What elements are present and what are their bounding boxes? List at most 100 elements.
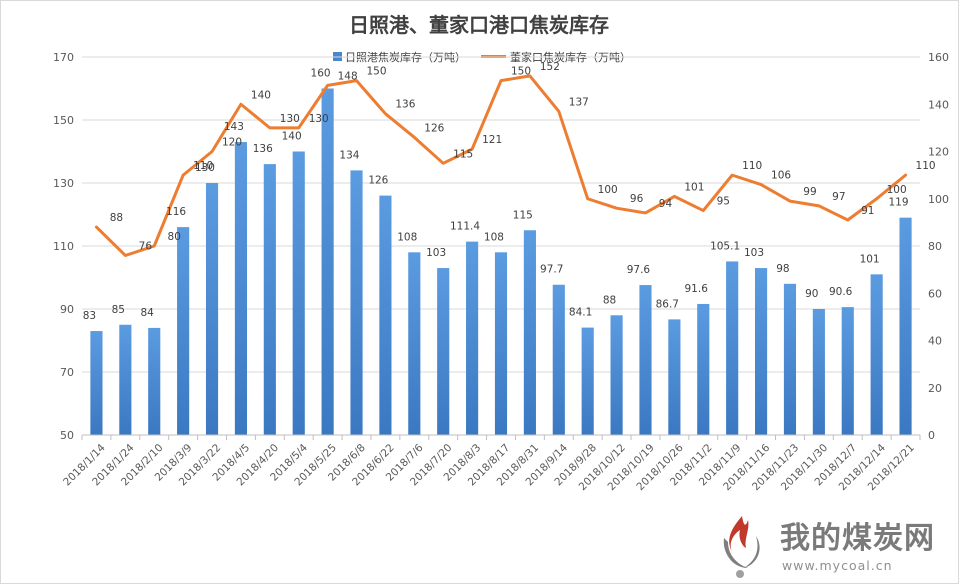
- bar-data-label: 90: [805, 288, 818, 300]
- y-right-tick-label: 100: [928, 193, 949, 206]
- bar: [234, 142, 247, 436]
- line-data-label: 110: [742, 160, 762, 172]
- y-right-tick-label: 120: [928, 146, 949, 159]
- line-data-label: 80: [168, 231, 181, 243]
- bar-series: [90, 88, 912, 436]
- bar: [205, 183, 219, 435]
- bar: [870, 274, 883, 435]
- bar: [148, 327, 161, 435]
- bar: [90, 331, 103, 435]
- watermark-url: www.mycoal.cn: [782, 558, 893, 573]
- line-data-labels: 88 76 80 110 120 140 130 130 148 150 136 126 115 121 1…: [110, 61, 936, 253]
- bar: [177, 227, 190, 435]
- bar-data-label: 97.6: [627, 264, 651, 276]
- y-left-tick-label: 150: [53, 114, 74, 127]
- bar: [466, 241, 479, 435]
- bar-data-label: 116: [166, 206, 186, 218]
- bar: [783, 283, 797, 435]
- line-data-label: 126: [424, 122, 444, 134]
- y-left-tick-label: 170: [53, 51, 74, 64]
- line-data-label: 140: [251, 89, 271, 101]
- bar-data-label: 90.6: [829, 286, 853, 298]
- y-right-tick-label: 60: [928, 287, 942, 300]
- bar-data-label: 126: [368, 175, 388, 187]
- flame-icon: [723, 516, 760, 578]
- line-data-label: 100: [598, 184, 618, 196]
- bar-data-label: 97.7: [540, 264, 563, 276]
- bar-data-label: 140: [282, 131, 302, 143]
- bar: [552, 284, 565, 435]
- y-left-tick-label: 130: [53, 177, 74, 190]
- line-data-label: 137: [569, 96, 589, 108]
- line-data-label: 99: [803, 186, 816, 198]
- line-data-label: 120: [222, 137, 242, 149]
- bar-data-label: 98: [776, 263, 789, 275]
- line-data-label: 110: [193, 160, 213, 172]
- bar: [408, 252, 421, 435]
- bar-data-label: 103: [426, 247, 446, 259]
- bar-data-label: 84: [140, 307, 154, 319]
- y-axis-right: 0 20 40 60 80 100 120 140 160: [928, 51, 949, 442]
- x-axis: 2018/1/142018/1/242018/2/102018/3/92018/…: [61, 434, 921, 493]
- bar-data-label: 108: [397, 231, 417, 243]
- bar-data-label: 111.4: [450, 221, 480, 233]
- bar: [697, 303, 710, 435]
- y-left-tick-label: 50: [60, 429, 74, 442]
- bar-data-labels: 83 85 84 116 130 143 136 140 160 134 126 108 103 111.…: [83, 68, 909, 323]
- line-data-label: 152: [540, 61, 560, 73]
- bar: [899, 217, 912, 435]
- bar: [639, 285, 652, 435]
- line-data-label: 96: [630, 193, 644, 205]
- bar-data-label: 86.7: [656, 298, 679, 310]
- line-data-label: 76: [139, 240, 153, 252]
- y-right-tick-label: 80: [928, 240, 942, 253]
- y-right-tick-label: 140: [928, 98, 949, 111]
- bar-data-label: 101: [860, 253, 880, 265]
- mycoal-watermark-logo: 我的煤炭网 www.mycoal.cn: [723, 516, 934, 578]
- bar: [119, 324, 132, 435]
- bar-data-label: 103: [744, 247, 764, 259]
- bar: [379, 195, 392, 435]
- bar: [581, 327, 594, 435]
- line-data-label: 130: [309, 113, 329, 125]
- bar: [841, 307, 854, 435]
- bar: [668, 319, 681, 435]
- line-data-label: 110: [916, 160, 936, 172]
- line-data-label: 130: [280, 113, 300, 125]
- line-data-label: 91: [861, 205, 874, 217]
- bar-data-label: 119: [888, 197, 908, 209]
- line-data-label: 115: [453, 148, 473, 160]
- bar-data-label: 91.6: [685, 283, 709, 295]
- bar: [321, 88, 334, 435]
- y-right-tick-label: 20: [928, 382, 942, 395]
- line-data-label: 88: [110, 212, 123, 224]
- y-right-tick-label: 40: [928, 335, 942, 348]
- bar: [437, 268, 450, 435]
- bar: [292, 151, 305, 435]
- bar-data-label: 130: [195, 162, 215, 174]
- bar: [755, 268, 768, 435]
- bar-data-label: 108: [484, 231, 504, 243]
- bar: [494, 252, 508, 435]
- bar-data-label: 88: [603, 294, 616, 306]
- line-data-label: 101: [684, 181, 704, 193]
- line-series: [94, 74, 908, 257]
- bar-data-label: 105.1: [710, 240, 740, 252]
- line-data-label: 95: [717, 196, 730, 208]
- line-data-label: 136: [395, 99, 415, 111]
- y-left-tick-label: 90: [60, 303, 74, 316]
- bar-data-label: 83: [83, 310, 96, 322]
- bar-data-label: 143: [224, 121, 244, 133]
- bar: [812, 309, 825, 435]
- chart-title: 日照港、董家口港口焦炭库存: [349, 13, 609, 37]
- bar: [350, 170, 363, 435]
- bar-data-label: 134: [339, 149, 359, 161]
- line-data-label: 97: [832, 191, 845, 203]
- line-data-label: 94: [659, 198, 673, 210]
- bar-data-label: 136: [253, 143, 273, 155]
- bar-data-label: 160: [311, 68, 331, 80]
- line-data-label: 148: [338, 70, 358, 82]
- line-data-label: 121: [482, 134, 502, 146]
- y-axis-left: 50 70 90 110 130 150 170: [53, 51, 74, 442]
